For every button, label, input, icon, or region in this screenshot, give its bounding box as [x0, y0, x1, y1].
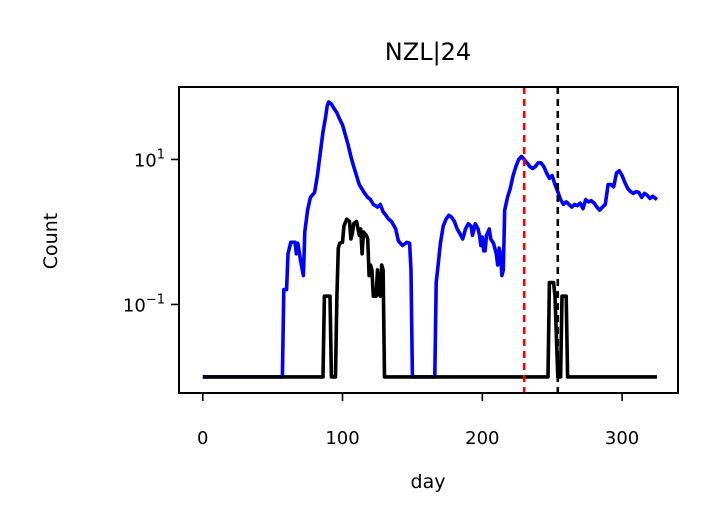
- y-tick-label: 101: [134, 147, 165, 171]
- x-tick-label: 100: [325, 428, 359, 449]
- x-axis-ticks: 0 100 200 300: [197, 393, 639, 449]
- chart-title: NZL|24: [385, 38, 471, 66]
- y-axis-label: Count: [40, 213, 62, 269]
- series-line-1: [202, 100, 659, 379]
- vline-layer: [522, 87, 560, 393]
- x-tick-label: 300: [605, 428, 639, 449]
- series-line-2: [202, 217, 657, 379]
- y-tick-label: 10−1: [123, 292, 165, 316]
- plot-frame: [178, 86, 679, 394]
- plot-area: [178, 86, 679, 394]
- y-axis-ticks: 10−1 101: [123, 147, 179, 316]
- x-tick-label: 0: [197, 428, 208, 449]
- series-layer: [202, 100, 659, 379]
- x-axis-label: day: [411, 471, 446, 493]
- x-tick-label: 200: [465, 428, 499, 449]
